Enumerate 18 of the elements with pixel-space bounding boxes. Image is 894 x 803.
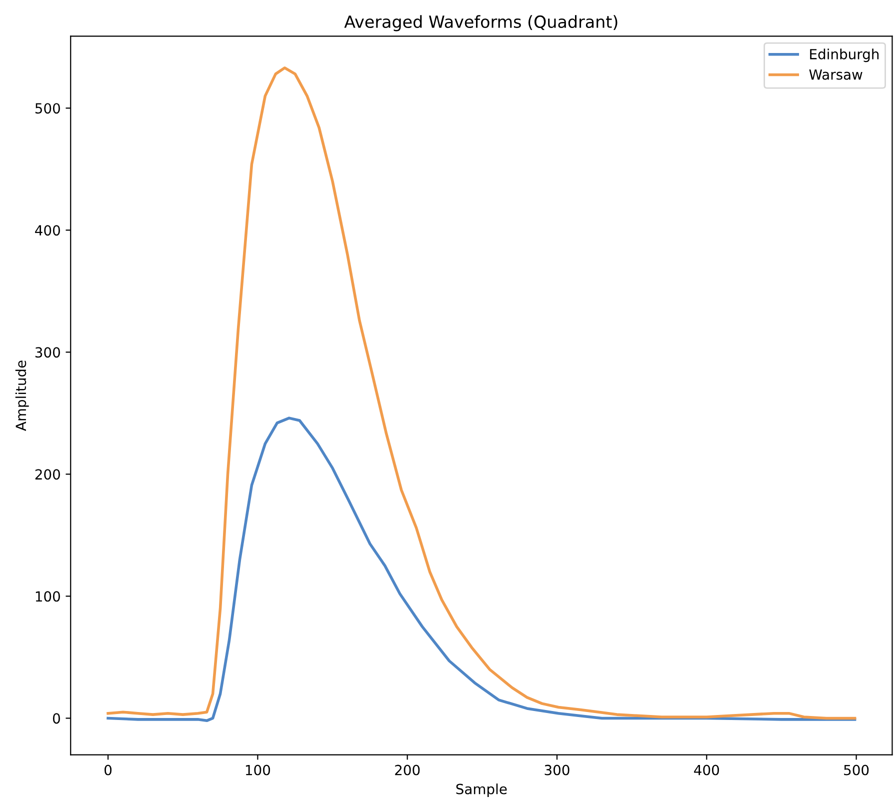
legend-label: Edinburgh	[810, 48, 879, 62]
line-series	[106, 416, 856, 722]
y-tick-label: 500	[35, 103, 60, 114]
x-tick-label: 300	[544, 764, 570, 776]
x-tick-label: 100	[246, 764, 270, 776]
y-tick-label: 300	[35, 347, 60, 358]
x-tick-label: 500	[844, 764, 869, 776]
x-tick-label: 200	[395, 764, 420, 776]
x-tick-label: 0	[104, 764, 112, 776]
y-tick-label: 0	[52, 713, 60, 724]
y-tick-label: 400	[35, 225, 60, 236]
x-tick-label: 400	[694, 764, 719, 776]
y-tick-label: 200	[35, 469, 60, 480]
x-axis-title: Sample	[456, 784, 507, 797]
legend-label: Warsaw	[809, 69, 862, 80]
y-tick-label: 100	[36, 591, 60, 602]
chart-title: Averaged Waveforms (Quadrant)	[344, 15, 618, 32]
y-axis-title: Amplitude	[15, 360, 29, 431]
